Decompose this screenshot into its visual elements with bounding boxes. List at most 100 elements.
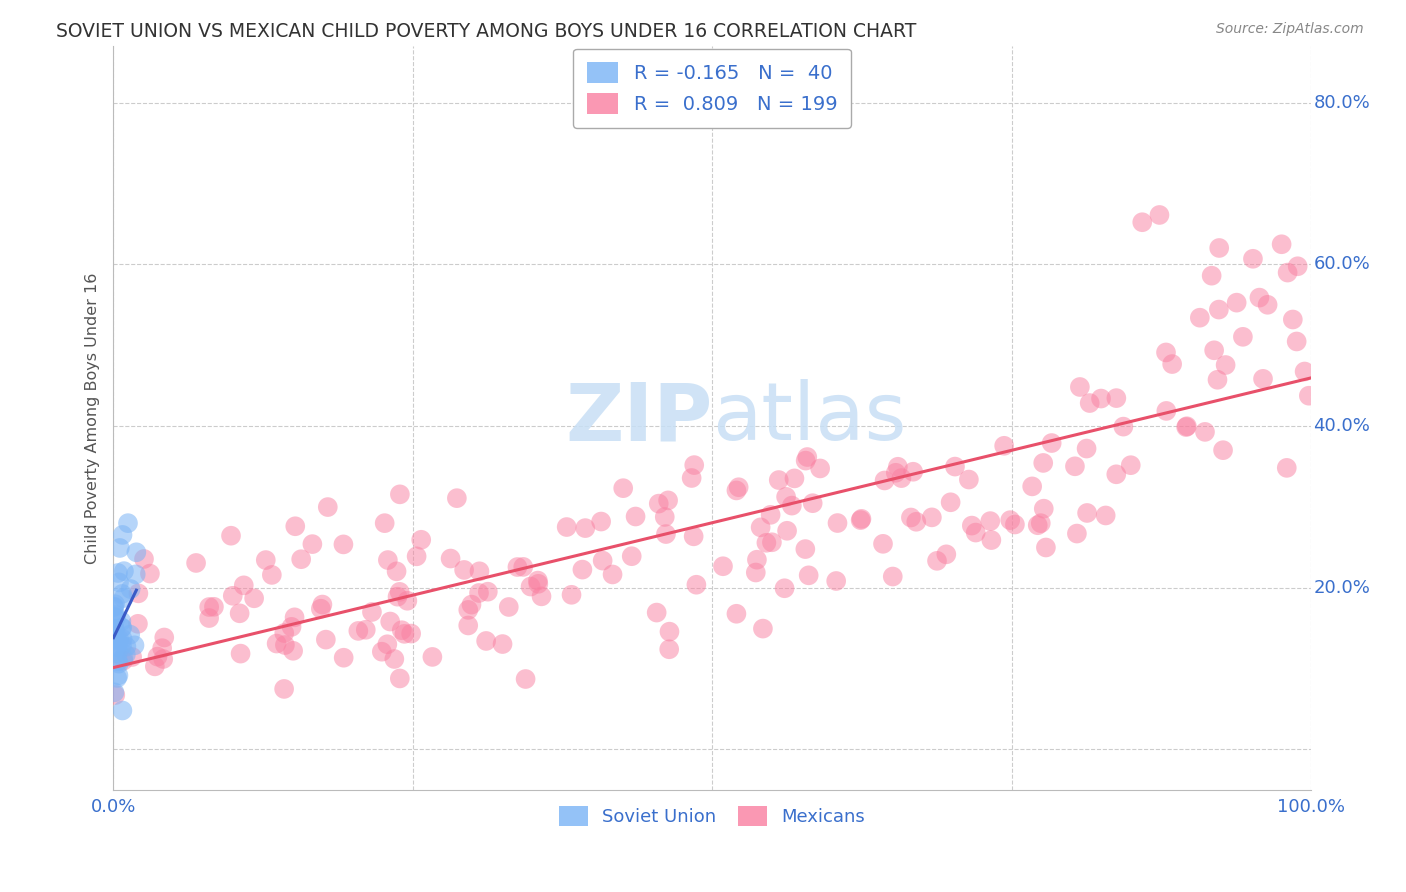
Point [405, 549, 427, 564]
Point [273, 626, 295, 640]
Point [112, 591, 135, 606]
Point [121, 650, 143, 665]
Point [711, 559, 734, 574]
Point [229, 647, 252, 661]
Point [107, 654, 129, 668]
Point [309, 601, 332, 615]
Point [198, 611, 221, 625]
Point [125, 567, 148, 582]
Point [1076, 506, 1098, 520]
Point [453, 563, 475, 577]
Point [301, 537, 323, 551]
Point [391, 624, 413, 638]
Point [1206, 373, 1229, 387]
Point [396, 593, 419, 607]
Point [446, 491, 468, 505]
Point [1119, 458, 1142, 473]
Point [103, 622, 125, 636]
Point [1271, 237, 1294, 252]
Point [749, 520, 772, 534]
Point [1094, 508, 1116, 523]
Point [1188, 310, 1211, 325]
Point [1078, 396, 1101, 410]
Point [202, 599, 225, 614]
Point [873, 474, 896, 488]
Point [274, 638, 297, 652]
Point [602, 567, 624, 582]
Point [887, 459, 910, 474]
Point [849, 513, 872, 527]
Point [280, 620, 302, 634]
Point [388, 585, 411, 599]
Point [980, 533, 1002, 547]
Point [890, 471, 912, 485]
Point [1285, 334, 1308, 349]
Point [939, 495, 962, 509]
Point [117, 516, 139, 530]
Point [725, 607, 748, 621]
Point [801, 496, 824, 510]
Point [457, 603, 479, 617]
Point [491, 637, 513, 651]
Point [657, 493, 679, 508]
Point [112, 564, 135, 578]
Point [388, 487, 411, 501]
Point [127, 616, 149, 631]
Point [284, 519, 307, 533]
Point [124, 638, 146, 652]
Point [111, 704, 134, 718]
Point [1032, 501, 1054, 516]
Point [284, 610, 307, 624]
Point [555, 520, 578, 534]
Point [468, 564, 491, 578]
Point [851, 512, 873, 526]
Y-axis label: Child Poverty Among Boys Under 16: Child Poverty Among Boys Under 16 [86, 272, 100, 564]
Point [103, 599, 125, 614]
Point [648, 497, 671, 511]
Point [1105, 391, 1128, 405]
Point [571, 563, 593, 577]
Point [184, 556, 207, 570]
Point [468, 586, 491, 600]
Point [332, 537, 354, 551]
Point [943, 459, 966, 474]
Point [512, 560, 534, 574]
Point [254, 553, 277, 567]
Point [103, 599, 125, 614]
Point [993, 439, 1015, 453]
Point [457, 618, 479, 632]
Legend: Soviet Union, Mexicans: Soviet Union, Mexicans [548, 795, 876, 837]
Point [794, 542, 817, 557]
Point [727, 480, 749, 494]
Point [361, 605, 384, 619]
Point [411, 533, 433, 547]
Point [1286, 260, 1309, 274]
Point [273, 681, 295, 696]
Point [374, 516, 396, 530]
Point [882, 569, 904, 583]
Point [1154, 345, 1177, 359]
Point [1175, 419, 1198, 434]
Point [794, 453, 817, 467]
Point [921, 510, 943, 524]
Point [773, 581, 796, 595]
Point [228, 607, 250, 621]
Point [1000, 513, 1022, 527]
Point [901, 465, 924, 479]
Point [1212, 443, 1234, 458]
Point [104, 610, 127, 624]
Point [315, 632, 337, 647]
Point [683, 458, 706, 472]
Point [645, 606, 668, 620]
Point [681, 471, 703, 485]
Point [439, 551, 461, 566]
Point [146, 649, 169, 664]
Point [114, 648, 136, 662]
Text: 40.0%: 40.0% [1313, 417, 1369, 435]
Point [105, 640, 128, 654]
Point [1021, 479, 1043, 493]
Point [380, 615, 402, 629]
Point [1175, 420, 1198, 434]
Point [332, 650, 354, 665]
Point [1161, 357, 1184, 371]
